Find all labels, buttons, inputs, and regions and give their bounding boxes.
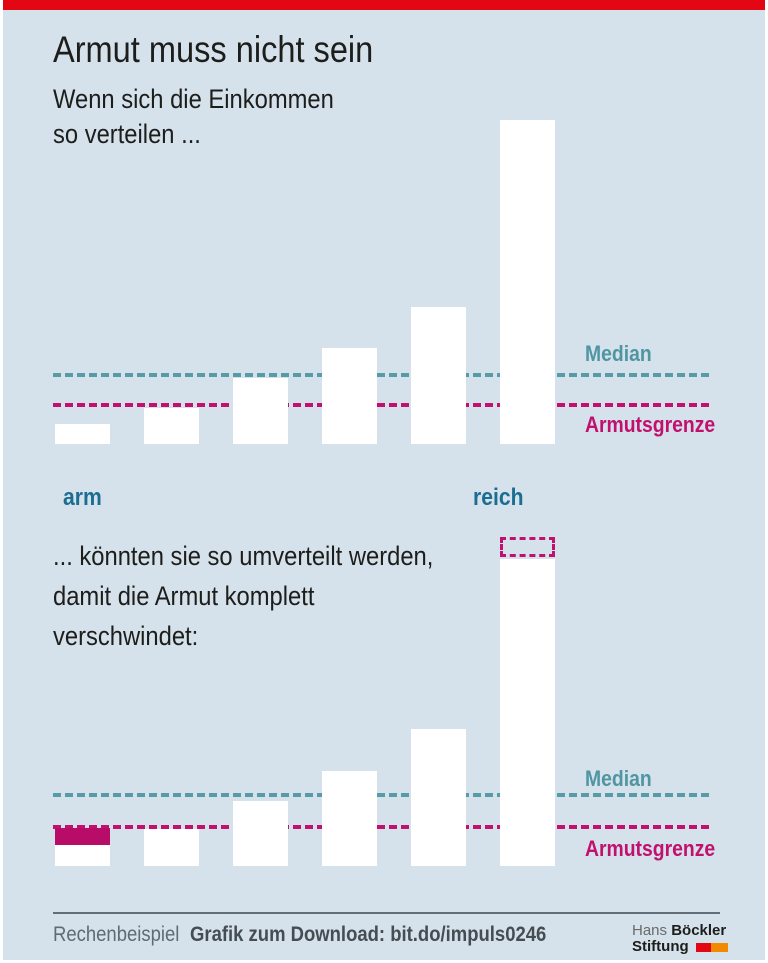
poverty-line-after: [53, 825, 713, 829]
bar: [144, 408, 199, 444]
bar: [322, 771, 377, 866]
caption-line: Wenn sich die Einkommen: [53, 84, 334, 114]
bar: [411, 729, 466, 866]
caption-line: damit die Armut komplett: [53, 581, 315, 611]
poverty-line-before: [53, 403, 713, 407]
background: [3, 10, 765, 960]
bar: [55, 845, 110, 866]
median-label-after: Median: [585, 766, 652, 791]
caption-line: ... könnten sie so umverteilt werden,: [53, 541, 434, 571]
chart-after-caption: ... könnten sie so umverteilt werden, da…: [53, 536, 433, 656]
source-note: Rechenbeispiel: [53, 923, 180, 946]
caption-line: verschwindet:: [53, 621, 199, 651]
bar: [500, 120, 555, 444]
bar: [55, 424, 110, 444]
logo-line-1: Hans Böckler: [632, 922, 727, 939]
caption-line: so verteilen ...: [53, 119, 201, 149]
hans-boeckler-stiftung-logo: Hans Böckler Stiftung: [632, 923, 728, 955]
chart-before-caption: Wenn sich die Einkommen so verteilen ...: [53, 82, 334, 152]
poverty-label-before: Armutsgrenze: [585, 412, 716, 437]
bar: [233, 378, 288, 444]
top-accent-bar: [3, 0, 765, 10]
bar: [500, 559, 555, 866]
logo-orange-square-icon: [710, 943, 728, 952]
axis-label-rich: reich: [473, 484, 524, 511]
bar: [144, 829, 199, 866]
bar: [233, 801, 288, 866]
download-link-text: Grafik zum Download: bit.do/impuls0246: [190, 923, 547, 946]
logo-red-square-icon: [695, 943, 711, 952]
axis-label-poor: arm: [63, 484, 102, 511]
poverty-label-after: Armutsgrenze: [585, 836, 716, 861]
footer-divider: [53, 912, 720, 914]
bar-added-segment: [55, 828, 110, 845]
bar: [411, 307, 466, 444]
median-label-before: Median: [585, 341, 652, 366]
bar: [322, 348, 377, 444]
bar-removed-outline: [500, 537, 555, 557]
median-line-after: [53, 793, 713, 797]
logo-line-2: Stiftung: [632, 939, 728, 955]
median-line-before: [53, 373, 713, 377]
page-title: Armut muss nicht sein: [53, 29, 374, 70]
